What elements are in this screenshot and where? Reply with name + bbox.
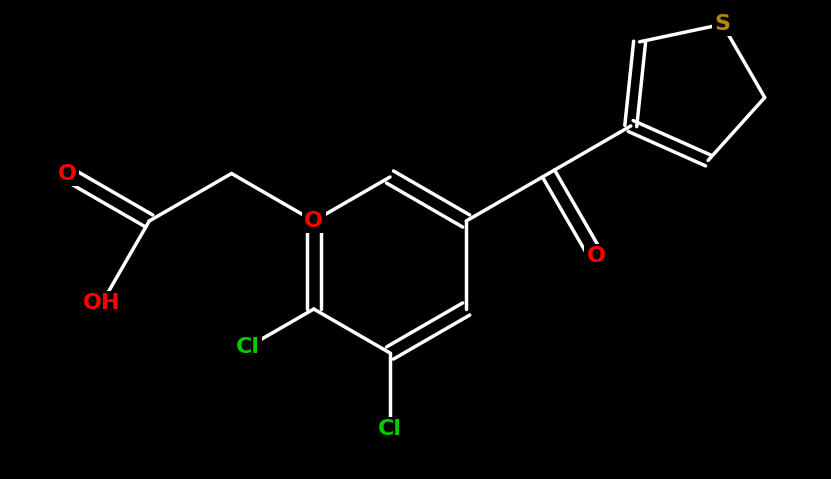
Text: O: O [304,211,323,231]
Text: OH: OH [83,293,120,313]
Text: Cl: Cl [378,419,402,439]
Text: O: O [587,246,606,266]
Text: Cl: Cl [236,337,260,357]
Text: S: S [715,14,730,34]
Text: O: O [57,163,76,183]
